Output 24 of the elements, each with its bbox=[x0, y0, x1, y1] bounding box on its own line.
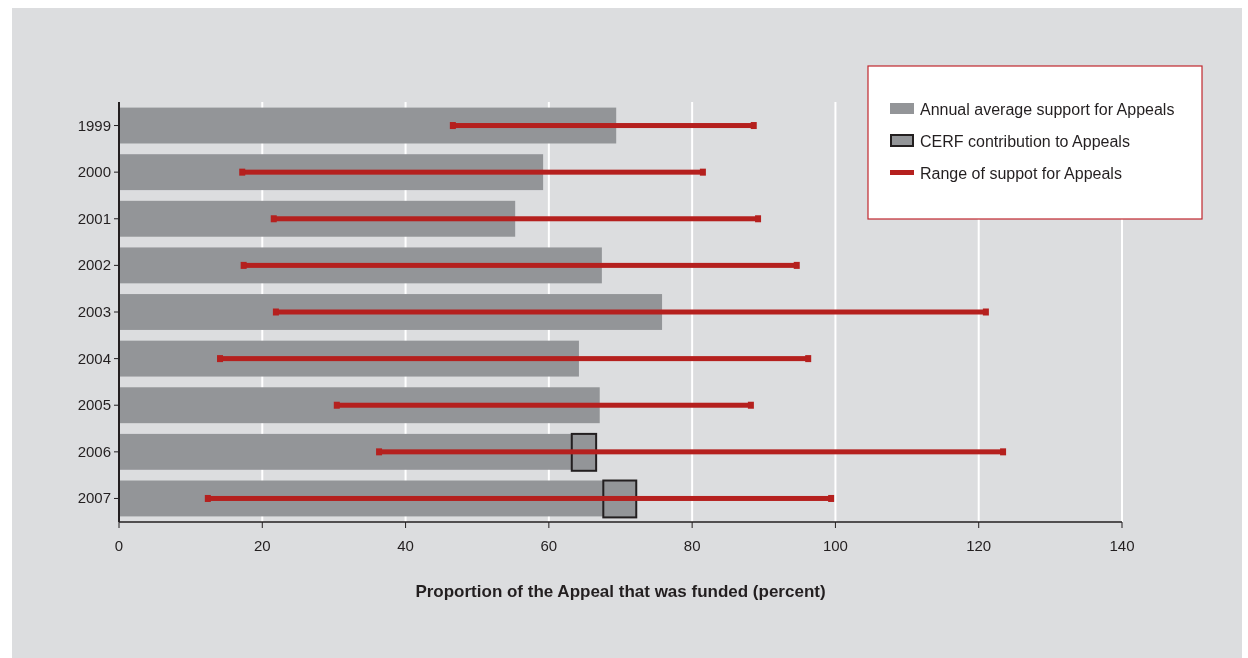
x-tick-label: 120 bbox=[966, 537, 992, 554]
y-tick-label: 1999 bbox=[77, 116, 111, 134]
bar bbox=[119, 387, 600, 424]
x-tick-label: 60 bbox=[540, 537, 558, 554]
x-axis-title: Proportion of the Appeal that was funded (percent) bbox=[415, 582, 826, 601]
x-tick-label: 0 bbox=[114, 537, 124, 554]
legend-label: CERF contribution to Appeals bbox=[920, 133, 1130, 150]
legend-label: Range of suppot for Appeals bbox=[920, 165, 1122, 182]
x-tick-label: 40 bbox=[397, 537, 414, 554]
y-tick-label: 2005 bbox=[77, 396, 111, 414]
x-tick-label: 100 bbox=[822, 537, 848, 554]
bar bbox=[119, 107, 617, 144]
y-tick-label: 2006 bbox=[77, 442, 111, 460]
y-tick-label: 2004 bbox=[77, 349, 111, 367]
legend-label: Annual average support for Appeals bbox=[920, 101, 1175, 118]
y-tick-label: 2001 bbox=[77, 209, 111, 227]
x-tick-label: 20 bbox=[253, 537, 271, 554]
y-tick-label: 2000 bbox=[77, 163, 111, 181]
y-tick-label: 2007 bbox=[77, 489, 111, 507]
bar bbox=[119, 200, 516, 237]
y-tick-label: 2003 bbox=[77, 303, 111, 320]
x-tick-label: 140 bbox=[1109, 537, 1135, 554]
y-tick-label: 2002 bbox=[77, 256, 111, 274]
x-tick-label: 80 bbox=[683, 537, 701, 554]
